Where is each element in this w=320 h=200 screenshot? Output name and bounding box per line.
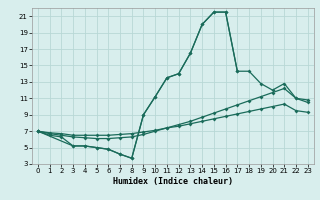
X-axis label: Humidex (Indice chaleur): Humidex (Indice chaleur) <box>113 177 233 186</box>
